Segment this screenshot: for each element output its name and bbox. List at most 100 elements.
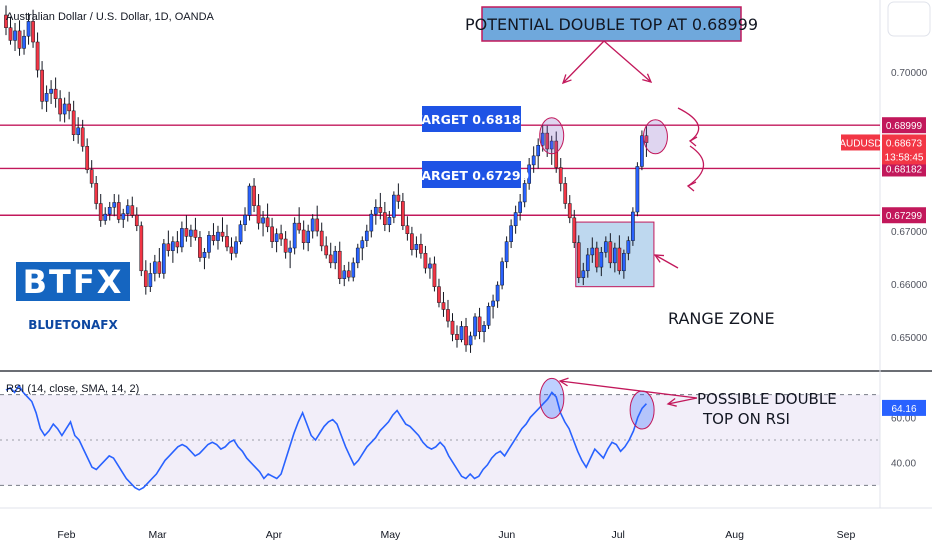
candle bbox=[17, 20, 22, 56]
candle-body bbox=[590, 247, 595, 256]
symbol-title[interactable]: Australian Dollar / U.S. Dollar, 1D, OAN… bbox=[6, 11, 215, 23]
candle-body bbox=[382, 212, 387, 225]
projection-arrow-2[interactable] bbox=[686, 145, 705, 192]
candle-body bbox=[22, 35, 26, 49]
candle-body bbox=[486, 306, 491, 326]
candle bbox=[139, 221, 144, 277]
candle bbox=[428, 257, 432, 279]
first-peak-highlight[interactable] bbox=[539, 117, 565, 155]
candle-body bbox=[67, 103, 71, 112]
second-peak-highlight[interactable] bbox=[642, 119, 668, 155]
candle bbox=[8, 16, 13, 45]
candle bbox=[346, 261, 351, 282]
candle-body bbox=[500, 261, 504, 286]
candle bbox=[152, 254, 157, 282]
candle bbox=[270, 217, 274, 249]
candle-body bbox=[229, 246, 234, 254]
rsi-second-peak-highlight[interactable] bbox=[629, 390, 655, 430]
rsi-indicator-title[interactable]: RSI (14, close, SMA, 14, 2) bbox=[6, 383, 139, 395]
candle-body bbox=[459, 326, 464, 340]
candle bbox=[297, 207, 301, 234]
candle bbox=[414, 236, 419, 258]
rsi-axis[interactable]: 60.00 40.00 bbox=[891, 413, 916, 469]
candle-body bbox=[279, 233, 283, 240]
target2-label-box[interactable] bbox=[422, 161, 521, 188]
candle-body bbox=[396, 194, 401, 202]
candle-body bbox=[608, 241, 613, 264]
candle-body bbox=[310, 218, 315, 232]
candle bbox=[225, 224, 229, 252]
candle bbox=[116, 194, 121, 224]
candle-body bbox=[143, 270, 148, 287]
price-tick-label: 0.70000 bbox=[891, 68, 928, 79]
candle bbox=[180, 221, 184, 253]
candle bbox=[581, 262, 586, 286]
arrow-to-second-peak[interactable] bbox=[603, 40, 653, 83]
candle bbox=[468, 331, 473, 353]
rsi-first-peak-highlight[interactable] bbox=[539, 377, 565, 419]
projection-arrow-1[interactable] bbox=[677, 107, 700, 147]
target2-label-text: TARGET 0.67299 bbox=[414, 168, 529, 183]
rsi-annotation-line2: TOP ON RSI bbox=[702, 410, 790, 428]
candle bbox=[572, 209, 577, 249]
month-tick-label: Mar bbox=[148, 529, 167, 541]
candle-body bbox=[360, 240, 365, 249]
candle-body bbox=[162, 243, 166, 274]
double-top-annotation-box[interactable] bbox=[481, 6, 742, 42]
candle-body bbox=[80, 127, 85, 147]
candle-body bbox=[572, 217, 577, 243]
candle bbox=[337, 241, 342, 285]
candle-body bbox=[563, 183, 568, 204]
candle-body bbox=[333, 250, 338, 264]
candle bbox=[130, 196, 135, 218]
arrow-to-range-zone[interactable] bbox=[653, 254, 679, 269]
candle-body bbox=[139, 225, 144, 272]
arrow-to-first-peak[interactable] bbox=[561, 40, 605, 85]
candle-body bbox=[477, 316, 482, 332]
candle bbox=[306, 224, 311, 252]
candle bbox=[85, 138, 90, 174]
candle-body bbox=[89, 169, 94, 184]
candle-body bbox=[202, 252, 207, 258]
candle-body bbox=[306, 230, 311, 243]
candle bbox=[62, 97, 67, 123]
candle-body bbox=[243, 214, 247, 225]
arrow-to-rsi-first-peak[interactable] bbox=[558, 377, 698, 399]
candle bbox=[274, 228, 279, 253]
candle-body bbox=[437, 286, 441, 303]
candle bbox=[563, 177, 568, 209]
candle bbox=[410, 226, 414, 256]
time-axis[interactable]: Feb Mar Apr May Jun Jul Aug Sep bbox=[57, 529, 855, 541]
candle-body bbox=[71, 110, 76, 135]
candle bbox=[640, 130, 644, 171]
candle-body bbox=[85, 146, 90, 170]
annotation-arrows[interactable] bbox=[558, 40, 705, 407]
candle bbox=[419, 233, 423, 259]
level-price-tag bbox=[882, 207, 926, 224]
candle bbox=[211, 223, 216, 246]
price-axis-tags: 0.68999 0.68182 0.67299 AUDUSD 0.68673 13:58:… bbox=[839, 117, 926, 416]
scale-settings-button[interactable] bbox=[887, 1, 931, 37]
month-tick-label: Apr bbox=[266, 529, 283, 541]
arrow-to-rsi-second-peak[interactable] bbox=[666, 397, 698, 407]
candle bbox=[94, 175, 99, 210]
candle-body bbox=[419, 244, 423, 254]
candle-body bbox=[4, 14, 8, 28]
target1-label-box[interactable] bbox=[422, 106, 521, 132]
candle-body bbox=[324, 245, 329, 256]
candle bbox=[536, 138, 541, 169]
candle-body bbox=[346, 270, 351, 278]
candle-body bbox=[522, 183, 527, 203]
candle-body bbox=[261, 217, 265, 224]
candle bbox=[315, 205, 320, 237]
candle bbox=[279, 224, 283, 246]
candle bbox=[40, 61, 44, 110]
candle-body bbox=[536, 145, 541, 157]
candle bbox=[328, 242, 333, 269]
candle bbox=[107, 201, 112, 221]
candle bbox=[288, 240, 292, 269]
candle bbox=[369, 209, 374, 238]
candle bbox=[71, 100, 76, 142]
candle bbox=[635, 162, 640, 217]
price-axis[interactable]: 0.70000 0.67000 0.66000 0.65000 bbox=[891, 68, 928, 344]
